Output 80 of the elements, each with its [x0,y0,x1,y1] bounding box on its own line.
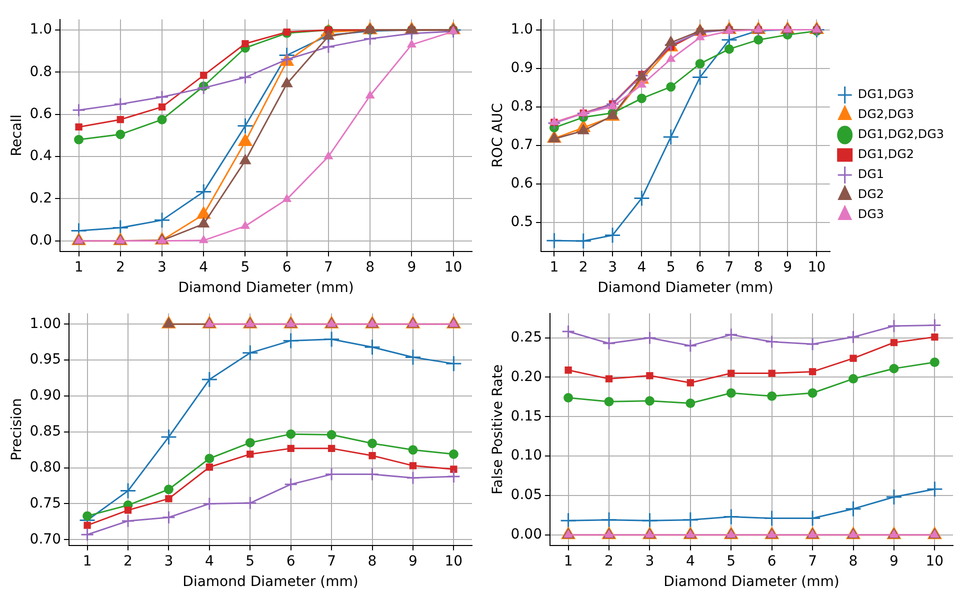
x-tick-label: 4 [199,259,208,276]
x-tick-label: 3 [164,553,174,570]
y-tick-label: 0.75 [30,495,61,512]
x-tick-label: 6 [282,259,292,276]
x-tick-label: 8 [848,553,858,570]
x-tick-label: 7 [327,553,336,570]
y-tick-label: 0.9 [510,60,534,76]
x-tick-label: 1 [74,259,84,276]
x-tick-label: 10 [808,259,826,276]
y-tick-label: 0.15 [510,408,542,424]
x-tick-label: 9 [783,259,792,276]
y-tick-label: 0.20 [510,368,542,385]
y-tick-label: 0.4 [30,148,52,164]
x-tick-label: 2 [124,553,132,570]
y-tick-label: 0.6 [30,106,52,122]
x-tick-label: 9 [890,553,898,570]
y-tick-label: 0.10 [510,448,542,464]
x-tick-label: 6 [767,553,776,570]
y-tick-label: 0.90 [30,388,61,404]
legend-label: DG1,DG2,DG3 [858,127,944,142]
y-tick-label: 0.6 [510,176,534,192]
legend-label: DG1 [858,167,884,182]
legend-label: DG1,DG3 [858,87,914,102]
x-tick-label: 2 [116,259,125,276]
x-tick-label: 3 [158,259,166,276]
y-tick-label: 0.8 [510,98,534,115]
x-axis-title: Diamond Diameter (mm) [664,574,840,590]
x-tick-label: 6 [696,259,705,276]
y-tick-label: 0.95 [30,352,61,368]
y-tick-label: 0.70 [30,531,61,548]
y-tick-label: 0.00 [510,526,542,542]
y-tick-label: 1.00 [30,316,61,332]
x-tick-label: 4 [204,553,214,570]
y-tick-label: 1.0 [510,21,534,38]
x-tick-label: 6 [286,553,296,570]
legend-label: DG2 [858,187,884,202]
y-tick-label: 0.25 [510,329,542,346]
x-tick-label: 4 [637,259,646,276]
legend-label: DG1,DG2 [858,147,914,162]
x-tick-label: 1 [564,553,573,570]
y-tick-label: 0.5 [510,214,534,230]
x-tick-label: 5 [240,259,250,276]
x-tick-label: 4 [686,553,695,570]
y-axis-title: Precision [9,398,26,461]
x-tick-label: 3 [645,553,654,570]
x-tick-label: 8 [366,259,375,276]
x-tick-label: 3 [608,259,617,276]
y-tick-label: 0.05 [510,487,542,504]
y-axis-title: False Positive Rate [490,364,506,494]
legend-label: DG2,DG3 [858,107,914,122]
x-tick-label: 2 [578,259,588,276]
y-tick-label: 0.2 [30,190,52,206]
x-tick-label: 8 [368,553,377,570]
y-tick-label: 0.8 [30,64,52,80]
x-tick-label: 10 [926,553,944,570]
x-tick-label: 7 [324,259,333,276]
x-tick-label: 1 [82,553,92,570]
y-tick-label: 0.85 [30,424,61,440]
y-axis-title: ROC AUC [490,102,506,168]
x-tick-label: 8 [754,259,763,276]
x-tick-label: 10 [444,553,463,570]
y-tick-label: 1.0 [30,22,52,38]
x-axis-title: Diamond Diameter (mm) [182,574,358,590]
x-tick-label: 9 [408,553,418,570]
y-tick-label: 0.7 [510,137,534,154]
x-tick-label: 2 [604,553,614,570]
x-tick-label: 1 [550,259,559,276]
x-tick-label: 5 [246,553,255,570]
x-tick-label: 5 [666,259,676,276]
y-tick-label: 0.80 [30,459,61,476]
x-tick-label: 9 [407,259,416,276]
x-tick-label: 5 [726,553,736,570]
y-tick-label: 0.0 [30,232,52,248]
x-axis-title: Diamond Diameter (mm) [598,280,774,296]
legend-label: DG3 [858,207,884,222]
x-axis-title: Diamond Diameter (mm) [178,280,354,296]
x-tick-label: 10 [444,259,462,276]
x-tick-label: 7 [724,259,734,276]
y-axis-title: Recall [9,114,26,156]
x-tick-label: 7 [808,553,818,570]
